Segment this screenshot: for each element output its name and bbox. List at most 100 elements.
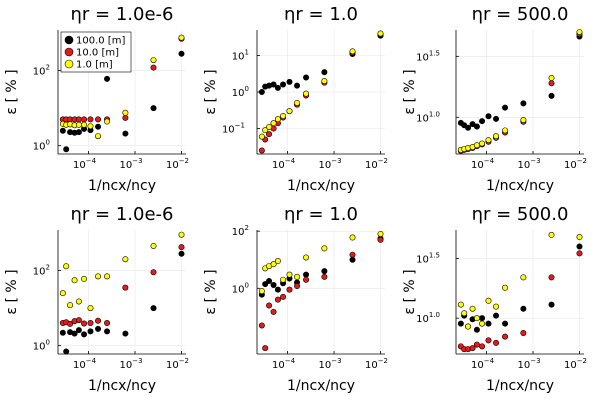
x-tick-label: 10−2 bbox=[365, 357, 388, 371]
data-point-series-2 bbox=[266, 131, 273, 138]
y-tick-label: 101 bbox=[232, 49, 249, 63]
data-point-series-3 bbox=[377, 30, 384, 37]
data-point-series-3 bbox=[485, 297, 492, 304]
data-point-series-3 bbox=[461, 310, 468, 317]
data-point-series-1 bbox=[465, 124, 472, 131]
y-tick-label: 101.5 bbox=[416, 49, 440, 63]
data-point-series-3 bbox=[321, 245, 328, 252]
chart-title: ηr = 500.0 bbox=[472, 4, 569, 25]
data-point-series-3 bbox=[321, 78, 328, 85]
data-point-series-3 bbox=[87, 305, 94, 312]
x-tick-label: 10−2 bbox=[564, 157, 587, 171]
data-point-series-1 bbox=[520, 305, 527, 312]
data-point-series-1 bbox=[178, 50, 185, 57]
x-tick-label: 10−3 bbox=[517, 157, 540, 171]
data-point-series-3 bbox=[294, 273, 301, 280]
data-point-series-3 bbox=[548, 231, 555, 238]
data-point-series-2 bbox=[67, 320, 74, 327]
x-axis-label: 1/ncx/ncy bbox=[486, 178, 554, 194]
data-point-series-2 bbox=[122, 114, 129, 121]
data-point-series-1 bbox=[87, 328, 94, 335]
y-tick-label: 100 bbox=[232, 85, 249, 99]
y-axis-label: ε [ % ] bbox=[402, 69, 418, 114]
chart-title: ηr = 500.0 bbox=[472, 204, 569, 225]
data-point-series-2 bbox=[122, 284, 129, 291]
data-point-series-3 bbox=[71, 277, 78, 284]
x-tick-label: 10−3 bbox=[318, 157, 341, 171]
data-point-series-3 bbox=[520, 117, 527, 124]
data-point-series-1 bbox=[479, 315, 486, 322]
data-point-series-1 bbox=[122, 130, 129, 137]
data-point-series-3 bbox=[548, 75, 555, 82]
data-point-series-3 bbox=[59, 290, 66, 297]
data-point-series-3 bbox=[81, 275, 88, 282]
data-point-series-1 bbox=[270, 81, 277, 88]
chart-panel-5: 10−4 10−3 10−2 100 102 ηr = 1.0 1/ncx/ncy ε [ %… bbox=[203, 204, 388, 394]
data-point-series-1 bbox=[502, 104, 509, 111]
data-point-series-1 bbox=[274, 84, 281, 91]
data-point-series-1 bbox=[520, 100, 527, 107]
data-point-series-2 bbox=[75, 116, 82, 123]
data-point-series-3 bbox=[465, 323, 472, 330]
data-point-series-3 bbox=[270, 120, 277, 127]
data-point-series-1 bbox=[104, 328, 111, 335]
data-point-series-2 bbox=[270, 308, 277, 315]
data-point-series-3 bbox=[274, 116, 281, 123]
data-point-series-2 bbox=[266, 302, 273, 309]
data-point-series-1 bbox=[473, 326, 480, 333]
x-axis-label: 1/ncx/ncy bbox=[88, 178, 156, 194]
data-point-series-1 bbox=[150, 105, 157, 112]
data-point-series-3 bbox=[178, 34, 185, 41]
data-point-series-1 bbox=[262, 281, 269, 288]
chart-title: ηr = 1.0e-6 bbox=[71, 4, 174, 25]
x-tick-label: 10−3 bbox=[119, 357, 142, 371]
data-point-series-2 bbox=[280, 293, 287, 300]
data-point-series-2 bbox=[377, 236, 384, 243]
data-point-series-1 bbox=[321, 268, 328, 275]
data-point-series-2 bbox=[303, 276, 310, 283]
chart-panel-6: 10−4 10−3 10−2 101.0 101.5 ηr = 500.0 1/ncx/nc… bbox=[402, 204, 587, 394]
data-point-series-3 bbox=[150, 57, 157, 64]
data-point-series-2 bbox=[87, 320, 94, 327]
chart-title: ηr = 1.0 bbox=[284, 4, 358, 25]
x-axis-label: 1/ncx/ncy bbox=[88, 378, 156, 394]
data-point-series-2 bbox=[95, 317, 102, 324]
data-point-series-1 bbox=[303, 271, 310, 278]
data-point-series-2 bbox=[81, 116, 88, 123]
data-point-series-2 bbox=[548, 80, 555, 87]
data-point-series-3 bbox=[349, 48, 356, 55]
chart-panel-2: 10−4 10−3 10−2 10−1 100 101 ηr = 1.0 1/ncx/ncy ε… bbox=[203, 4, 388, 194]
x-tick-label: 10−4 bbox=[471, 157, 495, 171]
data-point-series-1 bbox=[493, 115, 500, 122]
data-point-series-2 bbox=[548, 274, 555, 281]
data-point-series-1 bbox=[178, 250, 185, 257]
x-tick-label: 10−2 bbox=[365, 157, 388, 171]
data-point-series-3 bbox=[75, 298, 82, 305]
legend: 100.0 [m]10.0 [m]1.0 [m] bbox=[60, 31, 132, 73]
data-point-series-3 bbox=[377, 230, 384, 237]
data-point-series-3 bbox=[493, 133, 500, 140]
data-point-series-3 bbox=[95, 273, 102, 280]
data-point-series-1 bbox=[270, 282, 277, 289]
data-point-series-3 bbox=[303, 254, 310, 261]
data-point-series-1 bbox=[548, 92, 555, 99]
data-point-series-3 bbox=[286, 108, 293, 115]
y-tick-label: 101.5 bbox=[416, 252, 440, 266]
data-point-series-2 bbox=[502, 333, 509, 340]
data-point-series-3 bbox=[576, 29, 583, 36]
data-point-series-1 bbox=[95, 325, 102, 332]
data-point-series-2 bbox=[274, 296, 281, 303]
data-point-series-1 bbox=[479, 118, 486, 125]
data-point-series-1 bbox=[493, 312, 500, 319]
data-point-series-1 bbox=[473, 123, 480, 130]
legend-marker bbox=[64, 47, 74, 57]
data-point-series-3 bbox=[266, 123, 273, 130]
y-axis-label: ε [ % ] bbox=[203, 269, 219, 314]
y-tick-label: 100 bbox=[33, 139, 50, 153]
y-tick-label: 100 bbox=[232, 281, 249, 295]
data-point-series-2 bbox=[150, 269, 157, 276]
data-point-series-3 bbox=[576, 234, 583, 241]
data-point-series-3 bbox=[502, 284, 509, 291]
data-point-series-3 bbox=[258, 288, 265, 295]
data-point-series-2 bbox=[493, 339, 500, 346]
